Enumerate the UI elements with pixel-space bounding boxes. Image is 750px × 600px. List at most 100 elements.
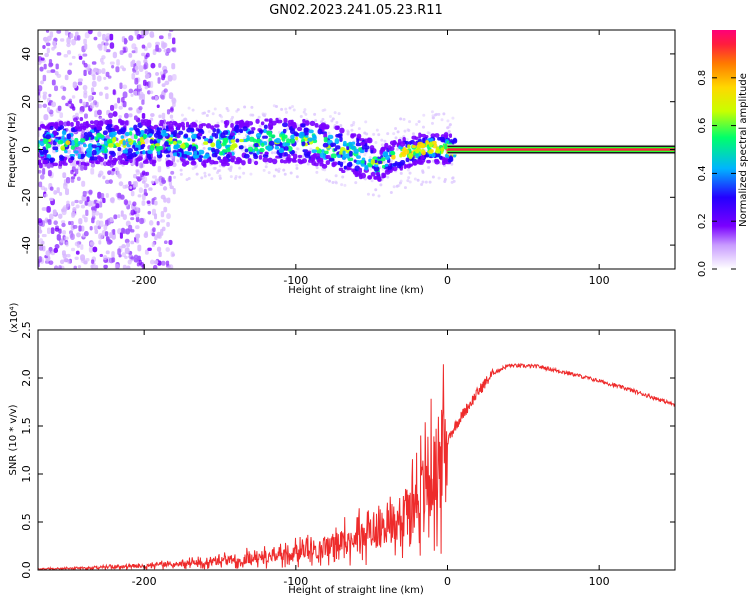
- spectrogram-cell: [242, 126, 248, 132]
- spectrogram-cell: [434, 159, 440, 165]
- spectrogram-cell: [213, 107, 217, 111]
- spectrogram-cell: [146, 122, 150, 127]
- spectrogram-cell: [106, 140, 113, 144]
- spectrogram-cell: [420, 182, 424, 186]
- spectrogram-cell: [165, 260, 170, 266]
- spectrogram-cell: [105, 250, 110, 255]
- spectrogram-cell: [160, 94, 165, 100]
- spectrogram-cell: [148, 133, 153, 137]
- spectrogram-cell: [90, 200, 95, 207]
- spectrogram-cell: [60, 220, 66, 224]
- spectrogram-cell: [258, 124, 262, 128]
- x-tick-label: 0: [444, 575, 451, 588]
- spectrogram-cell: [128, 180, 132, 186]
- spectrogram-cell: [91, 156, 98, 161]
- spectrogram-cell: [153, 196, 157, 201]
- spectrogram-cell: [112, 157, 117, 164]
- spectrogram-cell: [331, 117, 335, 121]
- spectrogram-cell: [415, 148, 420, 154]
- spectrogram-cell: [74, 143, 79, 148]
- spectrogram-cell: [367, 137, 371, 143]
- spectrogram-cell: [38, 127, 42, 131]
- spectrogram-cell: [317, 128, 323, 135]
- spectrogram-cell: [124, 247, 130, 255]
- spectrogram-cell: [225, 153, 231, 159]
- spectrogram-cell: [80, 132, 85, 136]
- spectrogram-cell: [138, 176, 143, 181]
- spectrogram-cell: [163, 240, 168, 245]
- spectrogram-cell: [356, 138, 360, 144]
- spectrogram-cell: [267, 122, 274, 128]
- spectrogram-cell: [347, 157, 354, 161]
- spectrogram-cell: [307, 137, 313, 142]
- spectrogram-cell: [311, 149, 317, 153]
- spectrogram-cell: [421, 180, 425, 184]
- colorbar-tick-label: 0.4: [697, 165, 708, 181]
- spectrogram-cell: [61, 135, 65, 140]
- spectrogram-cell: [126, 242, 131, 248]
- spectrogram-cell: [375, 128, 379, 132]
- spectrogram-cell: [73, 150, 79, 154]
- snr-x-axis: -200 -100 0 100: [132, 330, 610, 588]
- spectrogram-cell: [314, 122, 319, 128]
- spectrogram-cell: [160, 211, 165, 218]
- spectrogram-cell: [43, 138, 49, 145]
- spectrogram-cell: [168, 175, 172, 182]
- spectrogram-cell: [304, 120, 310, 126]
- y-tick-label: 2.5: [20, 321, 33, 339]
- spectrogram-cell: [117, 214, 121, 219]
- spectrogram-cell: [97, 109, 102, 116]
- spectrogram-cell: [313, 112, 317, 116]
- spectrogram-cell: [128, 113, 133, 118]
- spectrogram-cell: [80, 244, 84, 250]
- spectrogram-cell: [391, 154, 396, 160]
- spectrogram-cell: [197, 136, 202, 140]
- spectrogram-cell: [364, 164, 369, 171]
- spectrogram-cell: [90, 87, 95, 93]
- spectrogram-cell: [301, 141, 306, 146]
- colorbar-label: Normalized spectral amplitude: [738, 73, 749, 227]
- spectrogram-cell: [155, 71, 160, 76]
- x-tick-label: 100: [589, 274, 610, 287]
- spectrogram-cell: [166, 109, 171, 115]
- y-tick-label: 40: [20, 47, 33, 61]
- spectrogram-cell: [117, 97, 121, 104]
- spectrogram-cell: [244, 148, 249, 153]
- spectrogram-cell: [133, 90, 138, 96]
- spectrogram-cell: [172, 140, 177, 145]
- spectrogram-cell: [285, 110, 289, 114]
- spectrogram-cell: [186, 152, 193, 156]
- spectrogram-cell: [43, 193, 48, 198]
- spectrogram-cell: [70, 145, 76, 150]
- spectrogram-cell: [187, 106, 191, 110]
- spectrogram-cell: [150, 113, 155, 117]
- spectrogram-cell: [70, 176, 75, 183]
- spectrogram-cell: [373, 165, 380, 172]
- spectrogram-cell: [381, 147, 386, 152]
- spectrogram-cell: [105, 192, 109, 198]
- spectrogram-cell: [381, 164, 386, 169]
- spectrogram-cell: [330, 142, 337, 147]
- spectrogram-cell: [350, 133, 355, 139]
- spectrogram-cell: [150, 117, 154, 122]
- spectrogram-cell: [149, 220, 154, 226]
- spectrogram-cell: [128, 52, 133, 58]
- y-tick-label: 1.5: [20, 417, 33, 435]
- spectrogram-cell: [447, 158, 452, 163]
- spectrogram-cell: [406, 179, 410, 183]
- spectrogram-cell: [172, 152, 178, 157]
- spectrogram-cell: [108, 112, 114, 119]
- spectrogram-cell: [411, 132, 415, 136]
- spectrogram-cell: [149, 80, 154, 88]
- spectrogram-cell: [38, 229, 43, 234]
- snr-x-label: Height of straight line (km): [288, 585, 424, 596]
- spectrogram-cell: [70, 122, 74, 127]
- spectrogram-cell: [210, 142, 216, 148]
- spectrogram-cell: [283, 146, 289, 151]
- spectrogram-cell: [259, 129, 264, 133]
- spectrogram-cell: [380, 157, 386, 162]
- spectrogram-cell: [135, 225, 140, 230]
- spectrogram-cell: [444, 144, 448, 150]
- spectrogram-cell: [127, 138, 132, 142]
- spectrogram-cell: [73, 173, 77, 177]
